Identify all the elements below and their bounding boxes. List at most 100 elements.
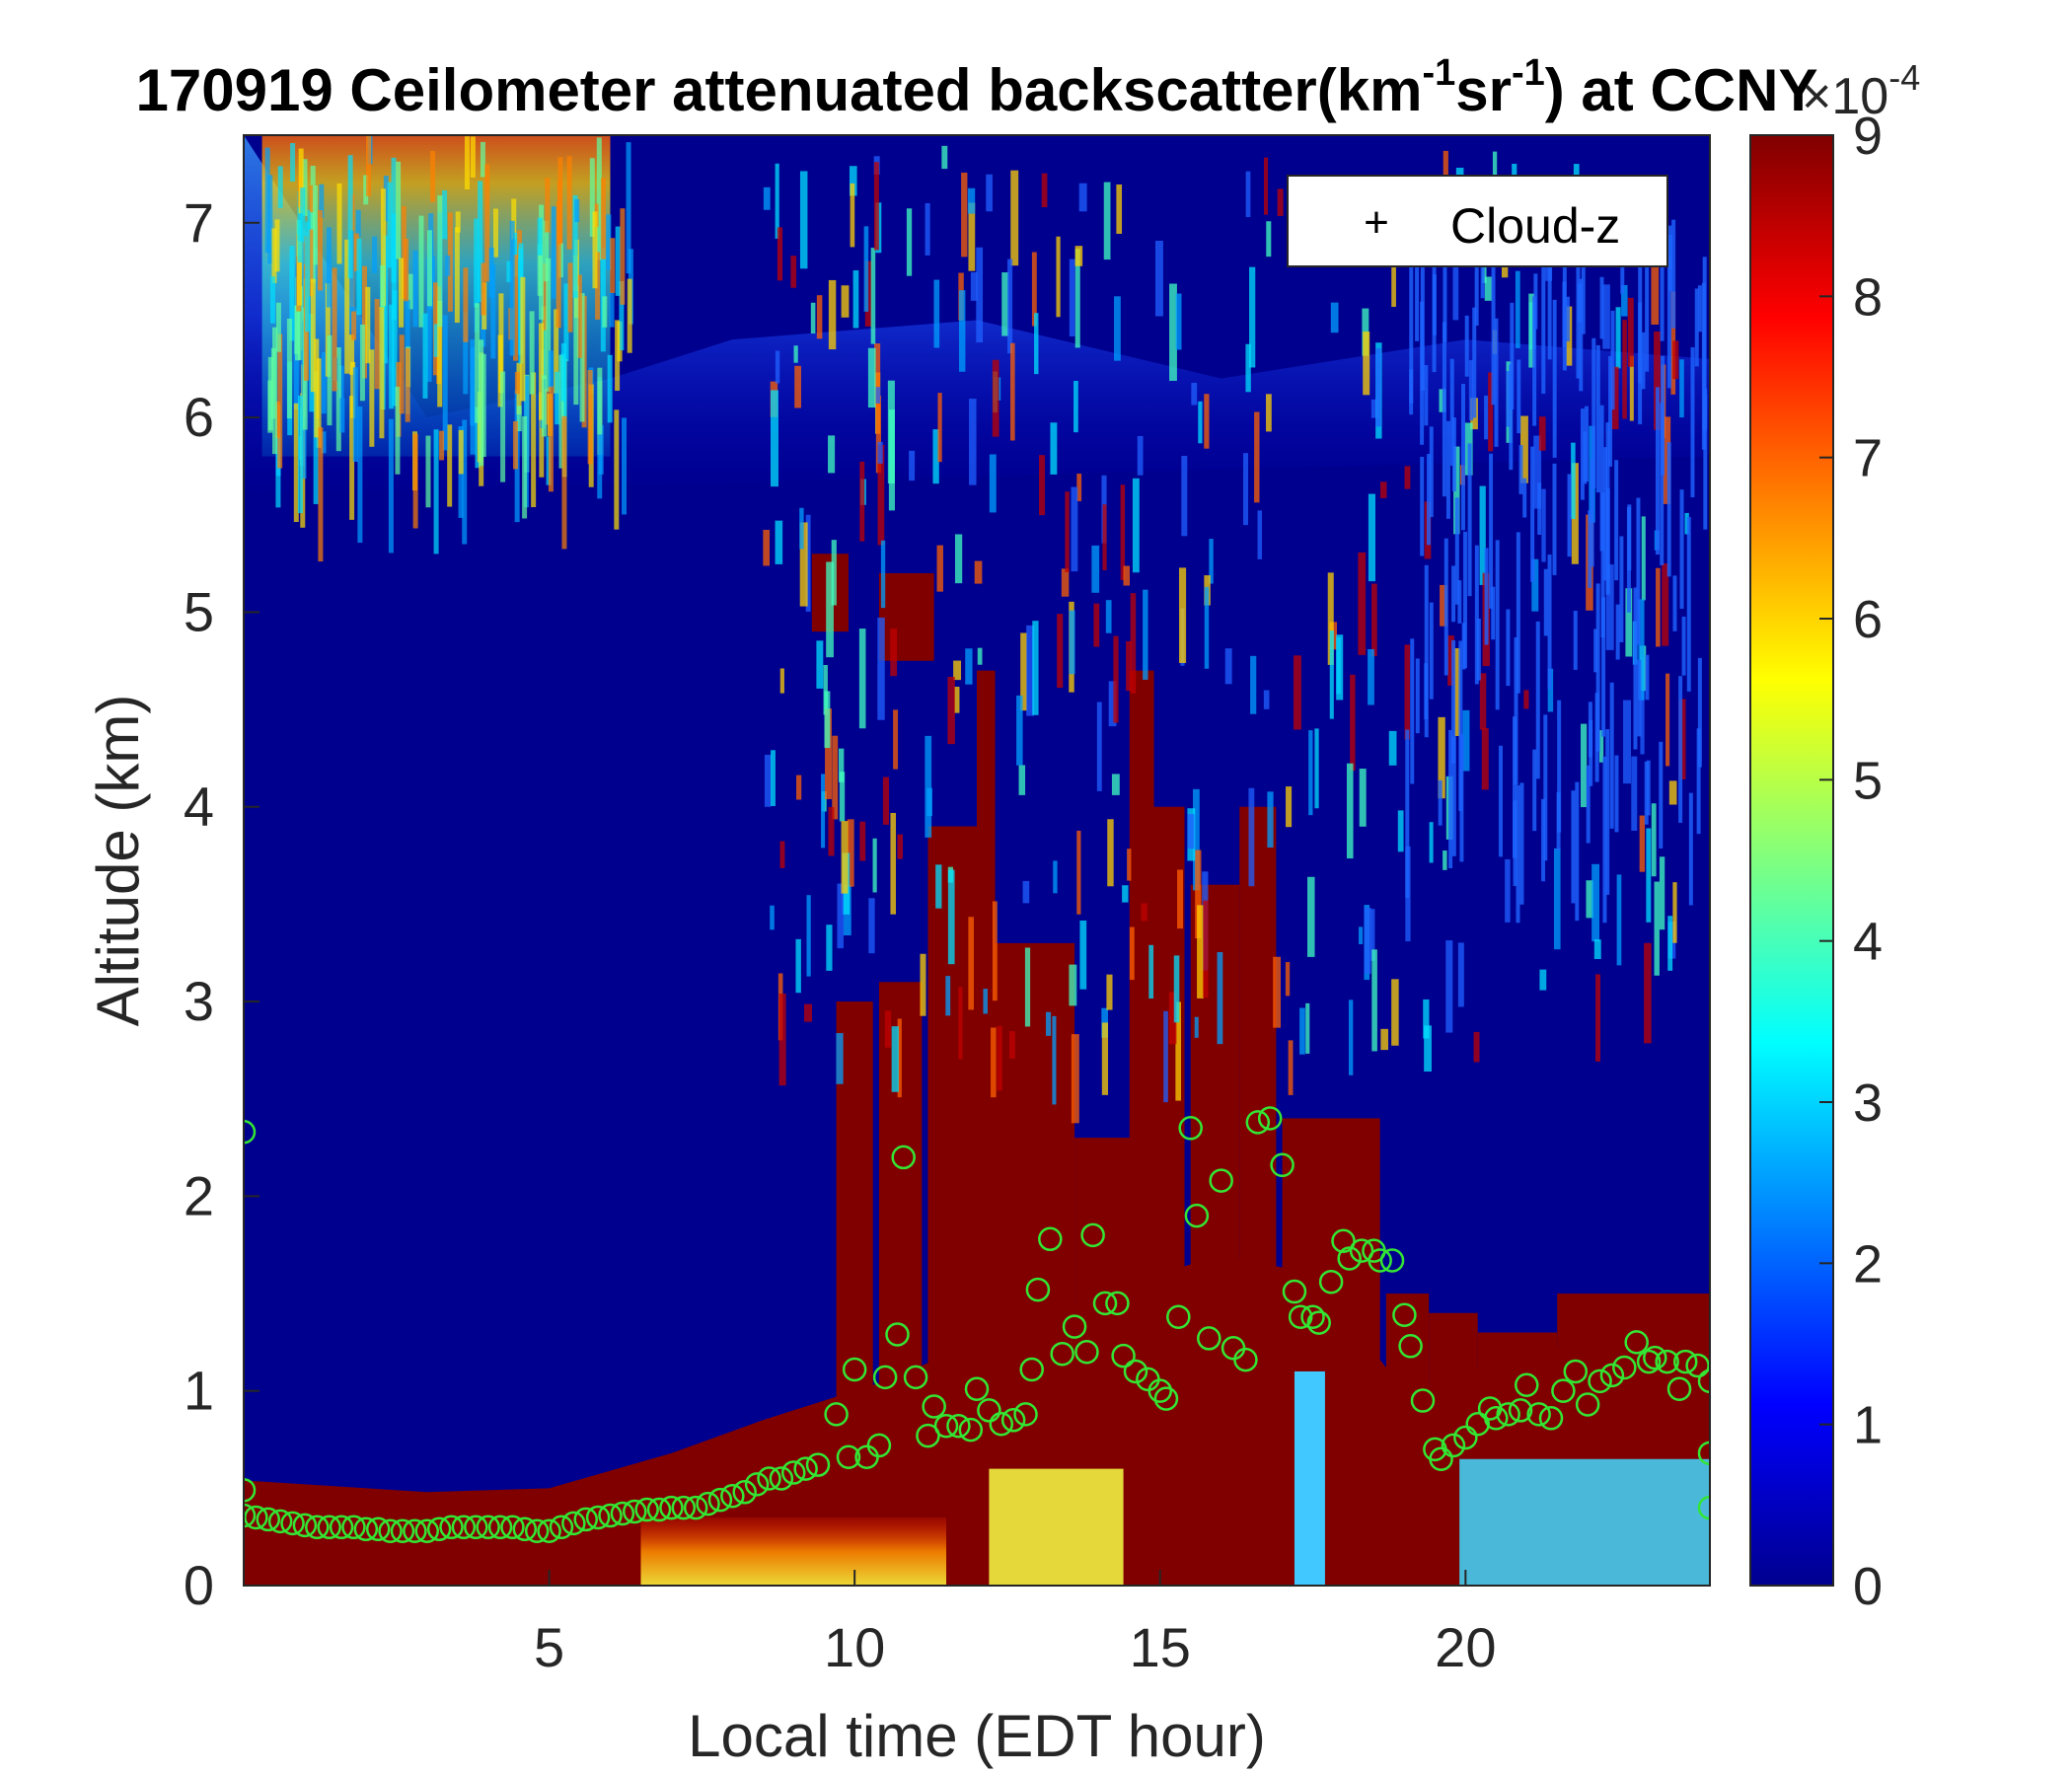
night-haze-streak	[1491, 259, 1496, 406]
cirrus-streak	[1107, 819, 1114, 887]
mixing-height-point	[1197, 1326, 1221, 1351]
cirrus-streak	[992, 359, 999, 437]
aerosol-streak	[313, 371, 319, 504]
aerosol-streak	[380, 264, 386, 308]
cirrus-streak	[1299, 1007, 1305, 1055]
cirrus-streak	[828, 435, 836, 474]
mixing-height-point	[1538, 1406, 1564, 1431]
x-axis-label: Local time (EDT hour)	[688, 1703, 1266, 1769]
night-haze-streak	[1605, 729, 1610, 895]
mixing-height-point	[707, 1487, 733, 1513]
cirrus-streak	[1329, 630, 1334, 719]
night-haze-streak	[1644, 761, 1649, 825]
aerosol-streak	[319, 184, 325, 218]
colorbar-tick-label: 2	[1853, 1234, 1883, 1294]
night-haze-streak	[1690, 346, 1695, 498]
mixing-height-point	[1147, 1378, 1172, 1403]
mixing-height-point	[744, 1472, 770, 1497]
cirrus-streak	[1191, 383, 1198, 406]
aerosol-streak	[479, 339, 484, 467]
mixing-height-point	[793, 1456, 818, 1481]
mixing-height-point	[1184, 1203, 1210, 1228]
aerosol-streak	[488, 247, 494, 298]
mixing-height-point	[872, 1365, 898, 1390]
cirrus-streak	[793, 345, 798, 363]
cirrus-streak	[836, 1033, 844, 1084]
cirrus-streak	[832, 735, 839, 820]
cirrus-streak	[897, 1018, 902, 1098]
cirrus-streak	[1429, 822, 1434, 863]
night-haze-streak	[1537, 482, 1542, 535]
cirrus-streak	[1056, 236, 1061, 318]
night-haze-streak	[1678, 676, 1683, 823]
cirrus-streak	[1488, 372, 1494, 452]
cirrus-streak	[870, 248, 876, 344]
aerosol-streak	[541, 306, 547, 380]
mixing-height-point	[1655, 1349, 1679, 1374]
cirrus-streak	[1423, 999, 1430, 1039]
cirrus-streak	[1641, 516, 1646, 601]
cirrus-streak	[1078, 183, 1087, 212]
mixing-height-point	[439, 1515, 464, 1540]
mixing-height-point	[1526, 1402, 1551, 1427]
cirrus-streak	[1523, 690, 1529, 709]
cirrus-streak	[1665, 673, 1670, 767]
cirrus-streak	[1108, 681, 1117, 727]
colorbar: 0 1 2 3 4 5 6 7 8 9 ×10-4	[1749, 57, 1920, 1616]
mixing-height-point	[1257, 1106, 1283, 1131]
cirrus-streak	[1069, 964, 1077, 1006]
night-haze-streak	[1420, 301, 1425, 445]
mixing-height-point	[903, 1365, 928, 1390]
aerosol-streak	[454, 227, 460, 324]
aerosol-streak	[620, 208, 626, 305]
cirrus-streak	[1368, 493, 1376, 582]
aerosol-streak	[293, 320, 299, 409]
night-haze-streak	[1541, 242, 1546, 394]
night-haze-streak	[1626, 507, 1631, 613]
night-haze-streak	[1557, 700, 1562, 833]
aerosol-streak	[506, 260, 512, 282]
aerosol-streak	[269, 276, 275, 324]
aerosol-streak	[576, 274, 582, 358]
cirrus-streak	[1093, 603, 1100, 647]
aerosol-streak	[442, 315, 448, 451]
cirrus-streak	[1484, 276, 1493, 301]
cirrus-streak	[1662, 563, 1669, 646]
aerosol-streak	[316, 358, 322, 420]
cirrus-streak	[1137, 435, 1144, 476]
cirrus-streak	[1209, 539, 1214, 584]
mixing-height-point	[1575, 1392, 1600, 1417]
cirrus-streak	[1069, 610, 1075, 675]
cirrus-streak	[1293, 655, 1301, 730]
cirrus-streak	[1654, 332, 1661, 430]
cirrus-streak	[1359, 769, 1367, 827]
plot-frame	[243, 134, 1711, 1587]
night-haze-streak	[1424, 564, 1429, 738]
aerosol-streak	[566, 156, 572, 250]
cirrus-streak	[763, 530, 771, 566]
cirrus-streak	[1052, 1015, 1057, 1105]
aerosol-streak	[327, 334, 333, 426]
night-haze-streak	[1633, 587, 1638, 750]
cirrus-streak	[826, 561, 834, 658]
mixing-height-point	[1508, 1398, 1533, 1423]
cirrus-streak	[1631, 756, 1638, 831]
aerosol-streak	[563, 283, 569, 362]
cirrus-streak	[1591, 863, 1600, 942]
aerosol-streak	[520, 276, 526, 402]
cirrus-streak	[1026, 625, 1035, 716]
cirrus-streak	[826, 925, 833, 971]
mixing-height-point	[1563, 1359, 1589, 1384]
night-haze-streak	[1583, 431, 1588, 484]
night-haze-streak	[1451, 417, 1456, 492]
aerosol-streak	[412, 433, 418, 529]
aerosol-streak	[401, 205, 407, 299]
night-haze-streak	[1506, 609, 1511, 687]
cirrus-streak	[1424, 1025, 1432, 1073]
night-haze-streak	[1681, 616, 1686, 676]
night-haze-streak	[1605, 422, 1610, 595]
aerosol-streak	[548, 350, 554, 388]
night-haze-streak	[1451, 639, 1456, 764]
cirrus-streak	[986, 174, 993, 212]
cirrus-streak	[770, 390, 778, 487]
